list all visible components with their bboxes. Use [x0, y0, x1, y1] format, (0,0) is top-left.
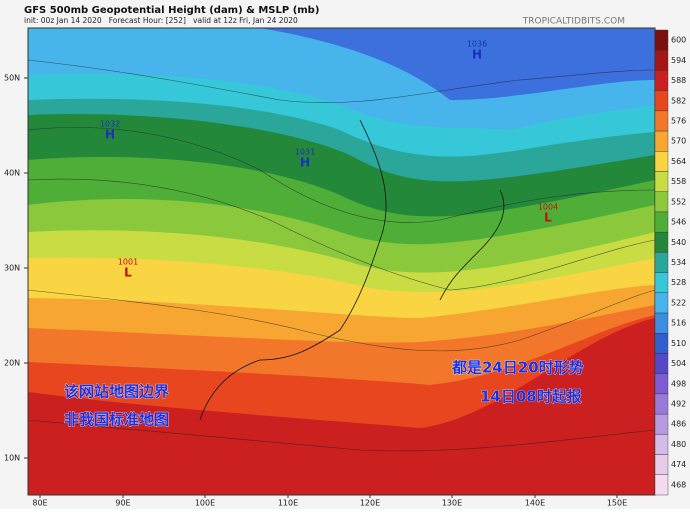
- lat-label: 10N: [4, 454, 20, 463]
- colorbar-label: 480: [671, 440, 686, 449]
- colorbar-cell: [654, 90, 669, 112]
- center-letter: L: [124, 266, 132, 280]
- map: [27, 27, 656, 496]
- colorbar-label: 582: [671, 96, 686, 105]
- lon-label: 80E: [32, 499, 47, 508]
- title: GFS 500mb Geopotential Height (dam) & MS…: [24, 5, 319, 16]
- contour: [28, 178, 655, 291]
- colorbar-cell: [654, 70, 669, 91]
- colorbar-cell: [654, 231, 669, 253]
- colorbar-cell: [654, 50, 669, 71]
- colorbar-label: 600: [671, 36, 686, 45]
- colorbar-label: 504: [671, 359, 686, 368]
- annotations: 都是24日20时形势 14日08时起报 该网站地图边界 非我国标准地图: [64, 358, 584, 429]
- colorbar-label: 594: [671, 56, 686, 65]
- lon-label: 110E: [278, 499, 298, 508]
- contour: [28, 127, 655, 223]
- colorbar-cell: [654, 29, 669, 51]
- colorbar-cell: [654, 292, 669, 314]
- lon-label: 150E: [607, 499, 627, 508]
- colorbar-label: 486: [671, 420, 686, 429]
- lat-label: 50N: [4, 74, 20, 83]
- lon-label: 90E: [115, 499, 130, 508]
- center-value: 1036: [467, 40, 487, 49]
- colorbar-label: 564: [671, 157, 686, 166]
- lon-label: 100E: [195, 499, 215, 508]
- colorbar-label: 540: [671, 238, 686, 247]
- colorbar-cell: [654, 151, 669, 172]
- colorbar-label: 492: [671, 400, 686, 409]
- lon-label: 120E: [360, 499, 380, 508]
- colorbar-cell: [654, 110, 669, 132]
- colorbar-label: 528: [671, 278, 686, 287]
- colorbar-label: 552: [671, 197, 686, 206]
- colorbar-cell: [654, 353, 669, 374]
- colorbar-cell: [654, 252, 669, 273]
- lat-label: 20N: [4, 359, 20, 368]
- colorbar-label: 498: [671, 379, 686, 388]
- annotation: 14日08时起报: [480, 388, 582, 406]
- colorbar-cell: [654, 272, 669, 294]
- coastline: [439, 189, 505, 301]
- annotation: 该网站地图边界: [64, 383, 169, 401]
- center-letter: H: [105, 128, 115, 142]
- colorbar-cell: [654, 312, 669, 334]
- colorbar-label: 558: [671, 177, 686, 186]
- colorbar-label: 588: [671, 76, 686, 85]
- center-value: 1032: [100, 120, 120, 129]
- contour: [28, 59, 655, 104]
- lat-label: 40N: [4, 169, 20, 178]
- center-value: 1031: [295, 148, 315, 157]
- annotation: 非我国标准地图: [64, 411, 169, 429]
- site-credit: TROPICALTIDBITS.COM: [522, 17, 625, 27]
- lat-label: 30N: [4, 264, 20, 273]
- subtitle: init: 00z Jan 14 2020 Forecast Hour: [25…: [24, 16, 298, 25]
- lon-label: 140E: [525, 499, 545, 508]
- band: [28, 318, 655, 495]
- colorbar-label: 570: [671, 137, 686, 146]
- lon-label: 130E: [442, 499, 462, 508]
- colorbar-cell: [654, 333, 669, 354]
- colorbar-cell: [654, 454, 669, 475]
- colorbar-label: 522: [671, 298, 686, 307]
- center-letter: L: [544, 211, 552, 225]
- colorbar-label: 468: [671, 480, 686, 489]
- colorbar-label: 516: [671, 319, 686, 328]
- colorbar-cell: [654, 474, 669, 496]
- contour: [28, 289, 655, 352]
- colorbar-cell: [654, 191, 669, 213]
- colorbar-cell: [654, 393, 669, 415]
- center-letter: H: [300, 156, 310, 170]
- center-value: 1001: [118, 258, 138, 267]
- colorbar-label: 474: [671, 460, 686, 469]
- colorbar-label: 510: [671, 339, 686, 348]
- colorbar-cell: [654, 434, 669, 455]
- annotation: 都是24日20时形势: [451, 359, 584, 377]
- coastline: [199, 119, 387, 421]
- center-letter: H: [472, 48, 482, 62]
- colorbar-cell: [654, 413, 669, 435]
- colorbar-cell: [654, 373, 669, 395]
- center-value: 1004: [538, 203, 558, 212]
- colorbar-cell: [654, 211, 669, 233]
- colorbar-cell: [654, 130, 669, 152]
- colorbar-label: 546: [671, 218, 686, 227]
- colorbar-label: 576: [671, 116, 686, 125]
- colorbar-label: 534: [671, 258, 686, 267]
- colorbar-cell: [654, 171, 669, 192]
